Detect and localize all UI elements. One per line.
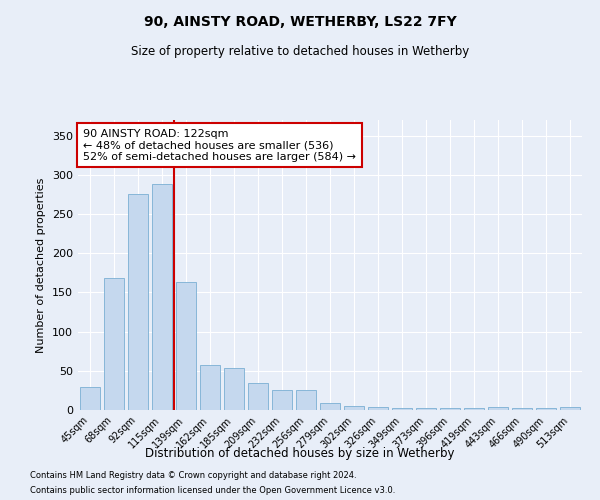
Text: 90, AINSTY ROAD, WETHERBY, LS22 7FY: 90, AINSTY ROAD, WETHERBY, LS22 7FY (143, 15, 457, 29)
Text: 90 AINSTY ROAD: 122sqm
← 48% of detached houses are smaller (536)
52% of semi-de: 90 AINSTY ROAD: 122sqm ← 48% of detached… (83, 128, 356, 162)
Bar (80, 388, 100, 410)
Bar (560, 407, 580, 410)
Text: Contains public sector information licensed under the Open Government Licence v3: Contains public sector information licen… (30, 486, 395, 495)
Bar (344, 406, 364, 410)
Text: Distribution of detached houses by size in Wetherby: Distribution of detached houses by size … (145, 448, 455, 460)
Bar (248, 382, 268, 410)
Bar (176, 282, 196, 410)
Bar (488, 407, 508, 410)
Bar (152, 184, 172, 410)
Bar (320, 403, 340, 410)
Bar (272, 390, 292, 410)
Bar (392, 408, 412, 410)
Bar (368, 407, 388, 410)
Bar (416, 408, 436, 410)
Bar (512, 408, 532, 410)
Bar (200, 364, 220, 410)
Bar (224, 368, 244, 410)
Text: Contains HM Land Registry data © Crown copyright and database right 2024.: Contains HM Land Registry data © Crown c… (30, 471, 356, 480)
Bar (296, 390, 316, 410)
Bar (464, 408, 484, 410)
Text: Size of property relative to detached houses in Wetherby: Size of property relative to detached ho… (131, 45, 469, 58)
Bar (536, 408, 556, 410)
Bar (104, 278, 124, 410)
Y-axis label: Number of detached properties: Number of detached properties (37, 178, 46, 352)
Bar (128, 194, 148, 410)
Bar (440, 408, 460, 410)
